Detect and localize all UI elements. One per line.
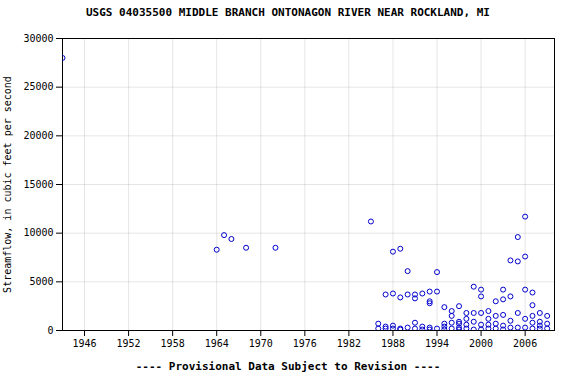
- svg-text:5000: 5000: [29, 276, 53, 287]
- svg-text:Streamflow, in cubic feet per: Streamflow, in cubic feet per second: [2, 76, 13, 293]
- svg-text:1952: 1952: [117, 338, 141, 349]
- svg-text:2006: 2006: [513, 338, 537, 349]
- svg-text:1976: 1976: [293, 338, 317, 349]
- html-text:---- Provisional Data Subject: ---- Provisional Data Subject to Revisio…: [135, 360, 441, 373]
- html-text:USGS 04035500 MIDDLE BRANCH ON: USGS 04035500 MIDDLE BRANCH ONTONAGON RI…: [86, 6, 490, 19]
- svg-text:1964: 1964: [205, 338, 229, 349]
- svg-text:1958: 1958: [161, 338, 185, 349]
- svg-text:0: 0: [47, 325, 53, 336]
- svg-text:1994: 1994: [425, 338, 449, 349]
- svg-text:1946: 1946: [72, 338, 96, 349]
- svg-text:1982: 1982: [337, 338, 361, 349]
- svg-text:25000: 25000: [23, 81, 53, 92]
- svg-text:20000: 20000: [23, 130, 53, 141]
- svg-text:2000: 2000: [469, 338, 493, 349]
- svg-text:15000: 15000: [23, 179, 53, 190]
- svg-text:1988: 1988: [381, 338, 405, 349]
- svg-text:10000: 10000: [23, 227, 53, 238]
- svg-text:1970: 1970: [249, 338, 273, 349]
- svg-text:30000: 30000: [23, 33, 53, 44]
